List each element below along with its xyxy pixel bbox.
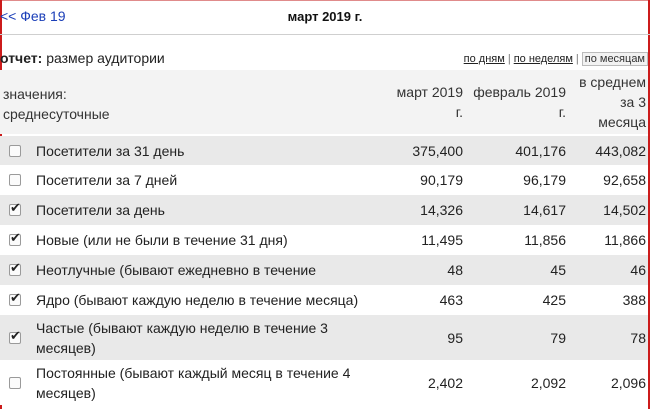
row-label-line: месяцев): [36, 385, 96, 401]
top-navigation-bar: << Фев 19 март 2019 г.: [0, 0, 650, 34]
row-label-line: Посетители за день: [36, 202, 165, 218]
table-cell-value: 463: [439, 292, 463, 308]
row-label-line: Постоянные (бывают каждый месяц в течени…: [36, 365, 351, 381]
table-cell-value: 78: [630, 330, 646, 346]
table-cell-value: 45: [550, 262, 566, 278]
table-row: Посетители за 7 дней 90,179 96,179 92,658: [0, 165, 648, 195]
table-cell-value: 11,866: [604, 232, 646, 248]
table-row: Постоянные (бывают каждый месяц в течени…: [0, 360, 648, 405]
data-table-body: Посетители за 31 день 375,400 401,176 443,0…: [0, 136, 648, 405]
row-checkbox[interactable]: [9, 145, 21, 157]
row-label: Новые (или не были в течение 31 дня): [36, 230, 366, 250]
table-cell-value: 2,092: [530, 375, 566, 391]
column-header-february[interactable]: февраль 2019 г.: [470, 82, 566, 122]
row-label-line: Частые (бывают каждую неделю в течение 3: [36, 320, 328, 336]
column-header-line: г.: [558, 104, 566, 120]
row-label-line: Ядро (бывают каждую неделю в течение мес…: [36, 292, 359, 308]
table-row: Посетители за день 14,326 14,617 14,502: [0, 195, 648, 225]
column-header-line: месяца: [598, 114, 646, 130]
table-cell-value: 90,179: [420, 172, 463, 188]
values-header-line: среднесуточные: [3, 106, 110, 122]
row-checkbox[interactable]: [9, 231, 21, 246]
table-row: Частые (бывают каждую неделю в течение 3…: [0, 315, 648, 360]
row-label: Постоянные (бывают каждый месяц в течени…: [36, 363, 366, 403]
table-cell-value: 11,856: [524, 232, 566, 248]
row-checkbox[interactable]: [9, 201, 21, 216]
previous-month-link[interactable]: << Фев 19: [0, 8, 66, 24]
row-label: Ядро (бывают каждую неделю в течение мес…: [36, 290, 366, 310]
column-header-march[interactable]: март 2019 г.: [385, 82, 463, 122]
table-cell-value: 92,658: [603, 172, 646, 188]
period-separator: |: [575, 53, 579, 65]
table-cell-value: 375,400: [412, 143, 463, 159]
row-checkbox[interactable]: [9, 261, 21, 276]
row-label-line: Новые (или не были в течение 31 дня): [36, 232, 288, 248]
period-link-days[interactable]: по дням: [463, 53, 505, 65]
table-header: значения: среднесуточные март 2019 г. фе…: [0, 70, 648, 134]
table-cell-value: 79: [550, 330, 566, 346]
row-label: Посетители за 31 день: [36, 141, 366, 161]
column-header-line: г.: [455, 104, 463, 120]
table-cell-value: 95: [447, 330, 463, 346]
table-cell-value: 401,176: [515, 143, 566, 159]
column-header-line: март 2019: [396, 84, 463, 100]
report-title: отчет: размер аудитории: [0, 50, 165, 66]
column-header-line: февраль 2019: [473, 84, 566, 100]
values-type-header: значения: среднесуточные: [3, 84, 163, 124]
period-link-weeks[interactable]: по неделям: [513, 53, 573, 65]
row-label-line: месяцев): [36, 340, 96, 356]
row-label: Частые (бывают каждую неделю в течение 3…: [36, 318, 366, 358]
row-label: Посетители за день: [36, 200, 366, 220]
table-cell-value: 425: [542, 292, 566, 308]
table-row: Ядро (бывают каждую неделю в течение мес…: [0, 285, 648, 315]
row-label-line: Посетители за 31 день: [36, 143, 185, 159]
table-cell-value: 14,617: [523, 202, 566, 218]
table-cell-value: 388: [622, 292, 646, 308]
column-header-3month-average[interactable]: в среднем за 3 месяца: [570, 72, 646, 132]
frame-top-border: [0, 0, 650, 1]
period-selector: по дням | по неделям | по месяцам: [463, 52, 648, 66]
values-header-line: значения:: [3, 86, 67, 102]
table-row: Неотлучные (бывают ежедневно в течение н…: [0, 255, 648, 298]
table-cell-value: 46: [630, 262, 646, 278]
table-cell-value: 2,402: [427, 375, 463, 391]
column-header-line: в среднем: [579, 74, 646, 90]
row-checkbox[interactable]: [9, 377, 21, 389]
page-title: март 2019 г.: [287, 9, 363, 24]
table-cell-value: 96,179: [523, 172, 566, 188]
table-cell-value: 48: [447, 262, 463, 278]
row-checkbox[interactable]: [9, 329, 21, 344]
table-cell-value: 14,326: [420, 202, 463, 218]
frame-right-border: [648, 0, 650, 409]
table-cell-value: 11,495: [421, 232, 463, 248]
table-cell-value: 443,082: [595, 143, 646, 159]
table-cell-value: 14,502: [603, 202, 646, 218]
period-separator: |: [507, 53, 511, 65]
header-divider: [0, 34, 650, 35]
report-prefix: отчет:: [0, 50, 43, 66]
table-row: Новые (или не были в течение 31 дня) 11,4…: [0, 225, 648, 255]
column-header-line: за 3: [620, 94, 646, 110]
table-cell-value: 2,096: [610, 375, 646, 391]
row-label-line: Посетители за 7 дней: [36, 172, 178, 188]
row-label: Посетители за 7 дней: [36, 170, 366, 190]
row-checkbox[interactable]: [9, 174, 21, 186]
period-link-months-active[interactable]: по месяцам: [581, 52, 648, 66]
report-name: размер аудитории: [46, 50, 165, 66]
table-row: Посетители за 31 день 375,400 401,176 443,0…: [0, 136, 648, 165]
row-checkbox[interactable]: [9, 291, 21, 306]
